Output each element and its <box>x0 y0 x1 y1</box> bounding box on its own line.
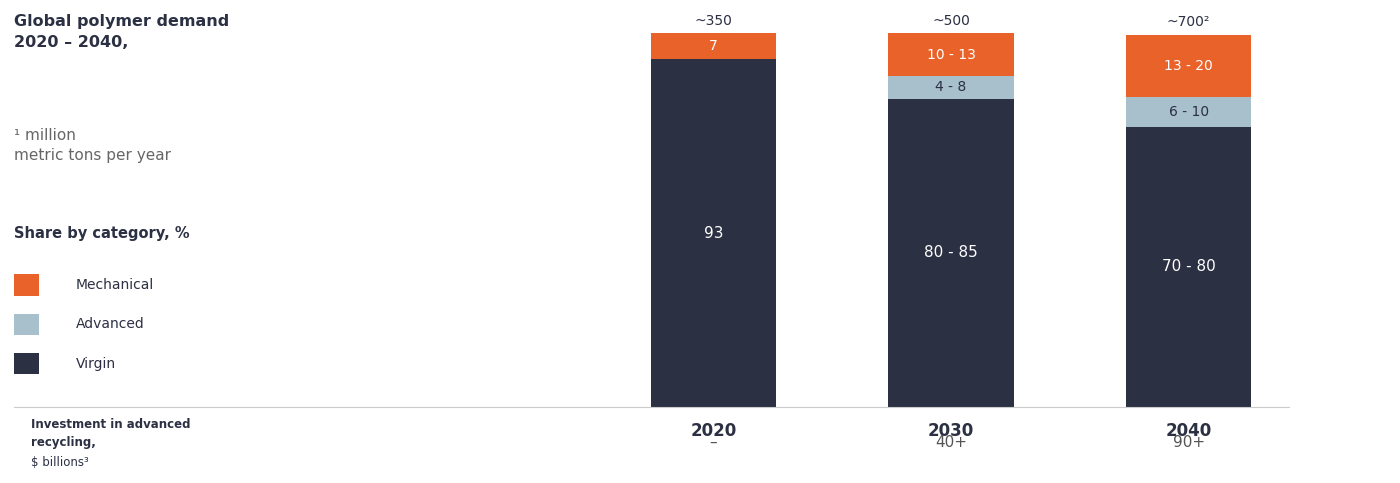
Text: Mechanical: Mechanical <box>76 278 154 292</box>
Bar <box>1126 35 1252 97</box>
Text: 7: 7 <box>708 39 718 53</box>
Text: 2020: 2020 <box>690 422 736 440</box>
Text: 70 - 80: 70 - 80 <box>1162 259 1215 274</box>
Text: 2030: 2030 <box>928 422 974 440</box>
FancyBboxPatch shape <box>14 274 39 296</box>
Text: Global polymer demand
2020 – 2040,: Global polymer demand 2020 – 2040, <box>14 14 230 50</box>
Text: Share by category, %: Share by category, % <box>14 227 189 242</box>
Text: 2040: 2040 <box>1165 422 1212 440</box>
Text: 40+: 40+ <box>935 435 967 450</box>
Text: 90+: 90+ <box>1173 435 1204 450</box>
Bar <box>651 59 776 407</box>
Text: 10 - 13: 10 - 13 <box>927 48 976 62</box>
Bar <box>888 76 1014 99</box>
FancyBboxPatch shape <box>14 353 39 374</box>
Text: 4 - 8: 4 - 8 <box>935 80 966 94</box>
Bar <box>1126 127 1252 407</box>
Text: ~700²: ~700² <box>1168 15 1210 29</box>
Text: 13 - 20: 13 - 20 <box>1165 59 1212 73</box>
Text: Investment in advanced
recycling,: Investment in advanced recycling, <box>31 418 190 450</box>
Text: 80 - 85: 80 - 85 <box>924 245 977 260</box>
Text: ~350: ~350 <box>694 14 732 28</box>
FancyBboxPatch shape <box>14 313 39 335</box>
Text: 6 - 10: 6 - 10 <box>1169 105 1208 119</box>
Bar <box>888 33 1014 76</box>
Bar <box>651 33 776 59</box>
Text: –: – <box>710 435 717 450</box>
Text: Virgin: Virgin <box>76 356 116 370</box>
Text: ¹ million
metric tons per year: ¹ million metric tons per year <box>14 128 171 163</box>
Text: ~500: ~500 <box>932 14 970 28</box>
Text: 93: 93 <box>704 226 724 241</box>
Bar <box>888 99 1014 407</box>
Text: Advanced: Advanced <box>76 317 144 331</box>
Bar <box>1126 97 1252 127</box>
Text: $ billions³: $ billions³ <box>31 456 88 469</box>
